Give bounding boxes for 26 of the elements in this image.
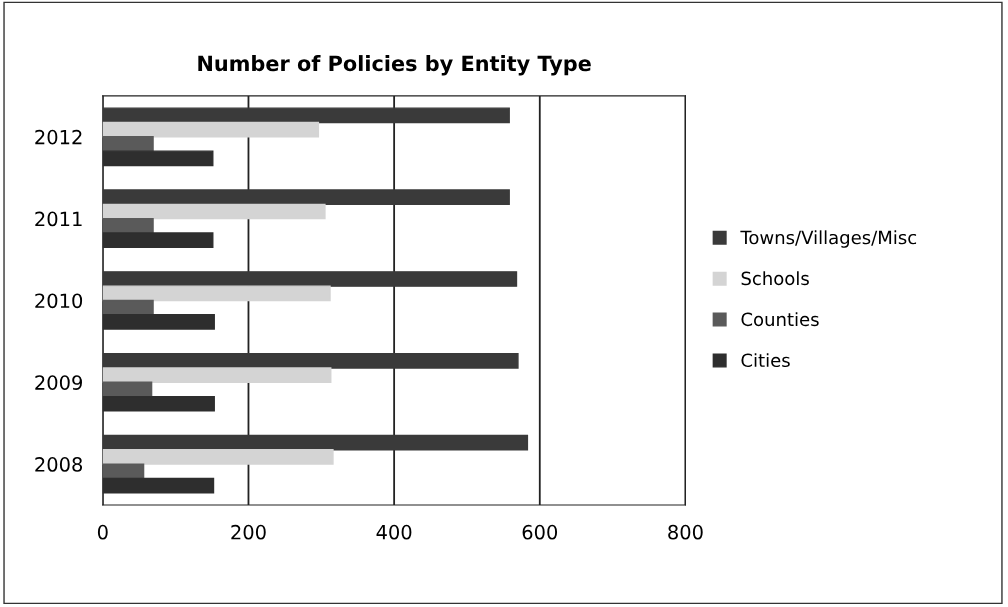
x-tick-label: 400	[376, 524, 412, 540]
y-tick-label: 2010	[35, 293, 83, 309]
bar	[102, 285, 331, 302]
bar	[102, 121, 320, 138]
y-tick-label: 2012	[35, 129, 82, 145]
bar	[102, 367, 332, 383]
bar	[102, 189, 510, 206]
y-tick-label: 2011	[35, 211, 82, 227]
bar	[102, 203, 326, 220]
y-tick-label: 2008	[35, 457, 83, 472]
legend-label: Counties	[741, 312, 819, 327]
bar	[102, 434, 529, 451]
x-tick-label: 800	[668, 524, 703, 540]
bar	[102, 107, 510, 124]
legend-label: Towns/Villages/Misc	[740, 230, 917, 248]
legend-label: Cities	[741, 353, 790, 368]
bar	[102, 271, 518, 287]
x-tick-label: 0	[97, 524, 108, 540]
chart-title: Number of Policies by Entity Type	[198, 55, 591, 76]
bar	[102, 449, 334, 465]
bar	[102, 463, 145, 480]
y-tick-label: 2009	[35, 375, 82, 390]
x-tick-label: 200	[231, 524, 266, 540]
legend-label: Schools	[741, 271, 809, 286]
bar	[102, 352, 519, 369]
x-tick-label: 600	[522, 524, 558, 540]
